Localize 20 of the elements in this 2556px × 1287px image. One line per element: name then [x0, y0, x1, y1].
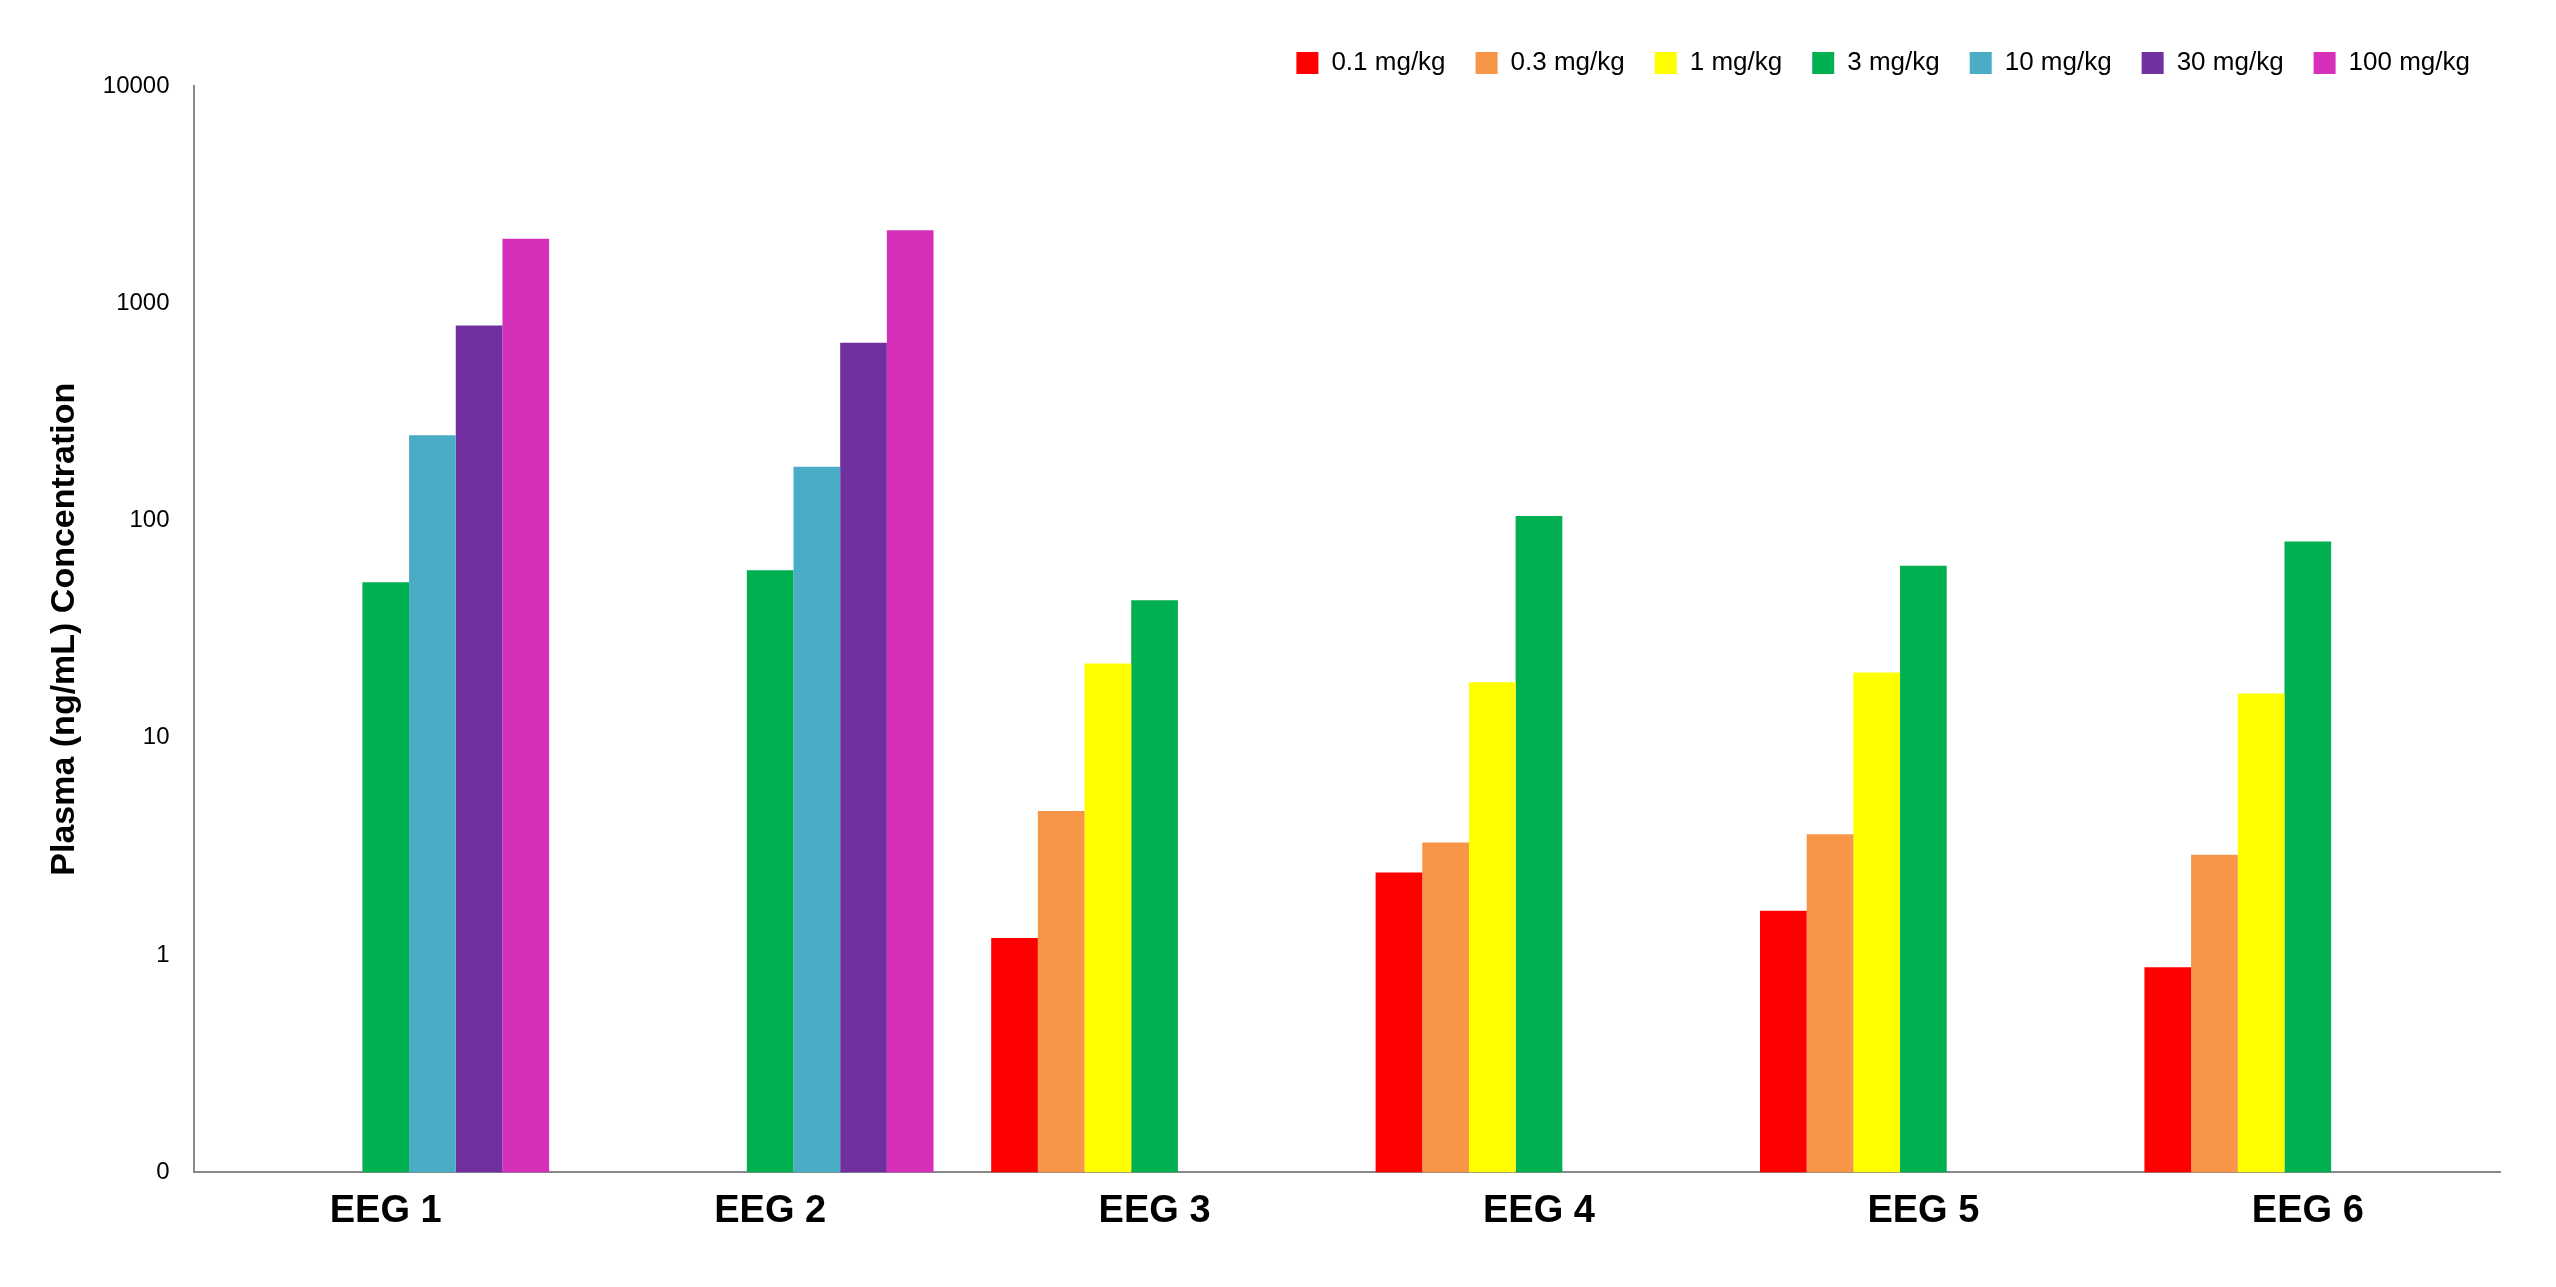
y-tick-label: 1: [156, 939, 170, 967]
y-axis-title: Plasma (ng/mL) Concentration: [42, 382, 81, 876]
y-tick-label: 1000: [116, 287, 170, 315]
legend-label: 10 mg/kg: [2004, 46, 2112, 77]
y-tick-label: 100: [129, 505, 170, 533]
x-tick-label: EEG 3: [1098, 1187, 1211, 1230]
y-tick-label: 10000: [102, 70, 170, 98]
y-tick-label: 10: [142, 722, 170, 750]
legend-label: 1 mg/kg: [1689, 46, 1783, 77]
legend-label: 100 mg/kg: [2348, 46, 2470, 77]
x-tick-label: EEG 5: [1867, 1187, 1980, 1230]
legend-label: 30 mg/kg: [2176, 46, 2284, 77]
legend-label: 0.3 mg/kg: [1510, 46, 1625, 77]
legend-label: 0.1 mg/kg: [1331, 46, 1446, 77]
x-tick-label: EEG 1: [329, 1187, 442, 1230]
legend-label: 3 mg/kg: [1847, 46, 1940, 77]
y-tick-label: 0: [156, 1157, 170, 1185]
x-tick-label: EEG 4: [1483, 1187, 1595, 1230]
x-tick-label: EEG 6: [2251, 1187, 2364, 1230]
x-tick-label: EEG 2: [714, 1187, 827, 1230]
